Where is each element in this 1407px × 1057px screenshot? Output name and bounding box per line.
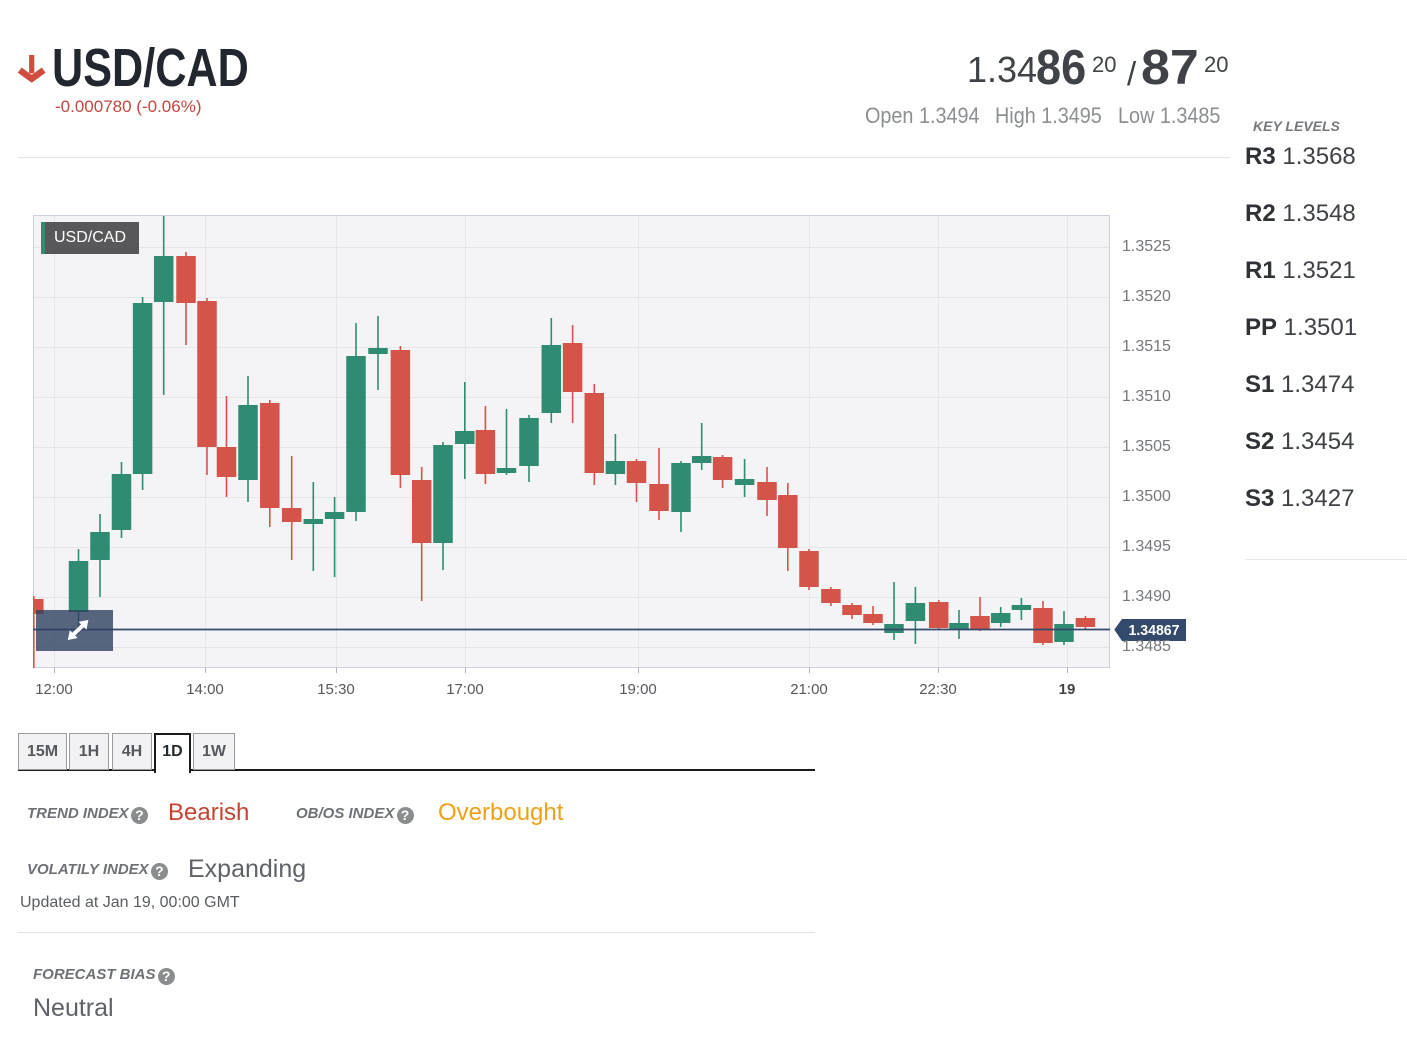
svg-text:1.34867: 1.34867 xyxy=(1129,622,1180,639)
